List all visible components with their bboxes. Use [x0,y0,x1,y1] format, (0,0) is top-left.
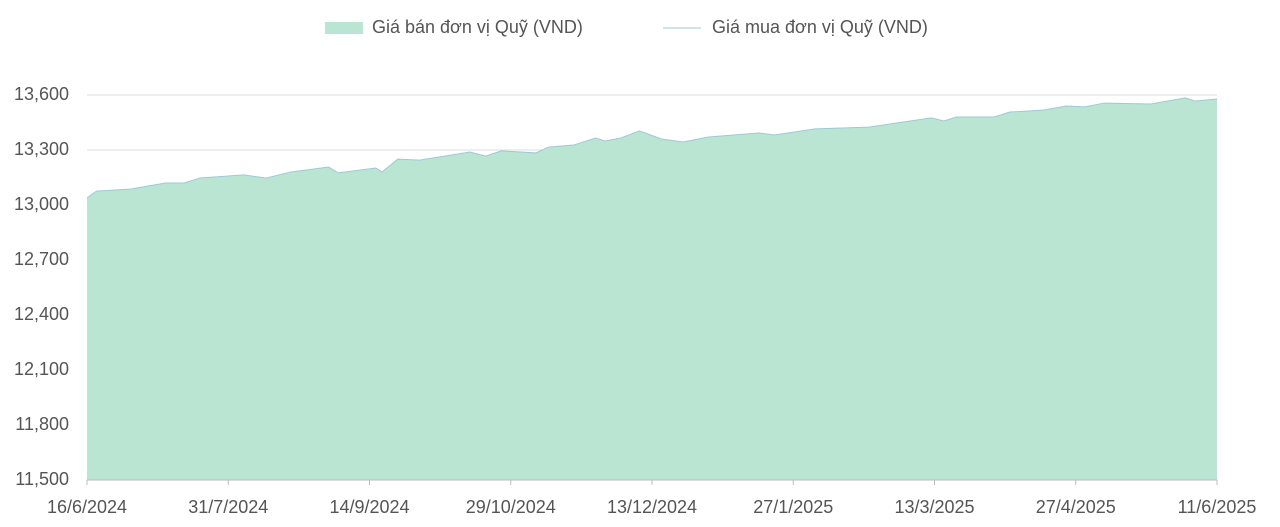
x-tick-label: 27/1/2025 [753,497,833,517]
y-tick-label: 13,000 [14,194,69,214]
legend-swatch [325,22,363,34]
y-tick-label: 11,500 [15,469,69,489]
x-tick-label: 29/10/2024 [466,497,556,517]
y-tick-label: 11,800 [15,414,69,434]
legend-label: Giá mua đơn vị Quỹ (VND) [712,17,928,37]
x-tick-label: 27/4/2025 [1036,497,1116,517]
x-tick-label: 13/12/2024 [607,497,697,517]
y-tick-label: 12,700 [14,249,69,269]
y-tick-label: 13,600 [14,84,69,104]
x-tick-label: 16/6/2024 [47,497,127,517]
line [86,97,1218,199]
y-tick-label: 13,300 [14,139,69,159]
x-tick-label: 14/9/2024 [329,497,409,517]
x-tick-label: 13/3/2025 [894,497,974,517]
y-tick-label: 12,400 [14,304,69,324]
x-tick-label: 31/7/2024 [188,497,268,517]
legend-label: Giá bán đơn vị Quỹ (VND) [372,17,583,37]
x-tick-label: 11/6/2025 [1178,497,1257,517]
area [87,97,1217,480]
y-tick-label: 12,100 [14,359,69,379]
